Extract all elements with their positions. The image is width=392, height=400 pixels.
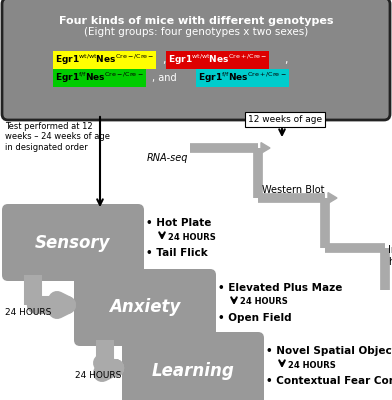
- Text: RNA-seq: RNA-seq: [147, 153, 188, 163]
- Text: ,: ,: [162, 55, 165, 65]
- Text: Anxiety: Anxiety: [109, 298, 181, 316]
- Polygon shape: [328, 192, 337, 203]
- FancyBboxPatch shape: [2, 0, 390, 120]
- Text: Egr1$^{\mathsf{wt/wt}}$Nes$^{\mathsf{Cre-/Cre-}}$: Egr1$^{\mathsf{wt/wt}}$Nes$^{\mathsf{Cre…: [55, 53, 154, 67]
- Text: 24 HOURS: 24 HOURS: [168, 232, 216, 242]
- Text: 24 HOURS: 24 HOURS: [240, 298, 288, 306]
- Text: Four kinds of mice with different genotypes: Four kinds of mice with different genoty…: [59, 16, 333, 26]
- Text: 12 weeks of age: 12 weeks of age: [248, 115, 322, 124]
- FancyBboxPatch shape: [2, 204, 144, 281]
- Text: ,: ,: [284, 55, 287, 65]
- Text: Egr1$^{\mathsf{f/f}}$Nes$^{\mathsf{Cre+/Cre-}}$: Egr1$^{\mathsf{f/f}}$Nes$^{\mathsf{Cre+/…: [198, 71, 287, 85]
- Text: Egr1$^{\mathsf{f/f}}$Nes$^{\mathsf{Cre-/Cre-}}$: Egr1$^{\mathsf{f/f}}$Nes$^{\mathsf{Cre-/…: [55, 71, 144, 85]
- Text: • Contextual Fear Conditioning: • Contextual Fear Conditioning: [266, 376, 392, 386]
- Text: (Eight groups: four genotypes x two sexes): (Eight groups: four genotypes x two sexe…: [84, 27, 308, 37]
- Text: 24 HOURS: 24 HOURS: [288, 360, 336, 370]
- Text: Western Blot: Western Blot: [262, 185, 325, 195]
- Text: • Tail Flick: • Tail Flick: [146, 248, 208, 258]
- FancyBboxPatch shape: [74, 269, 216, 346]
- Text: Test performed at 12
weeks – 24 weeks of age
in designated order: Test performed at 12 weeks – 24 weeks of…: [5, 122, 110, 152]
- Text: Immuno-
histochemistry: Immuno- histochemistry: [388, 245, 392, 266]
- Text: • Novel Spatial Object: • Novel Spatial Object: [266, 346, 392, 356]
- Text: • Open Field: • Open Field: [218, 313, 292, 323]
- Text: 24 HOURS: 24 HOURS: [75, 371, 122, 380]
- Text: Egr1$^{\mathsf{wt/wt}}$Nes$^{\mathsf{Cre+/Cre-}}$: Egr1$^{\mathsf{wt/wt}}$Nes$^{\mathsf{Cre…: [168, 53, 267, 67]
- Text: 24 HOURS: 24 HOURS: [5, 308, 51, 317]
- Text: Learning: Learning: [152, 362, 234, 380]
- Text: • Hot Plate: • Hot Plate: [146, 218, 211, 228]
- Text: , and: , and: [152, 73, 177, 83]
- FancyBboxPatch shape: [122, 332, 264, 400]
- Polygon shape: [261, 143, 270, 153]
- Text: • Elevated Plus Maze: • Elevated Plus Maze: [218, 283, 342, 293]
- Text: Sensory: Sensory: [35, 234, 111, 252]
